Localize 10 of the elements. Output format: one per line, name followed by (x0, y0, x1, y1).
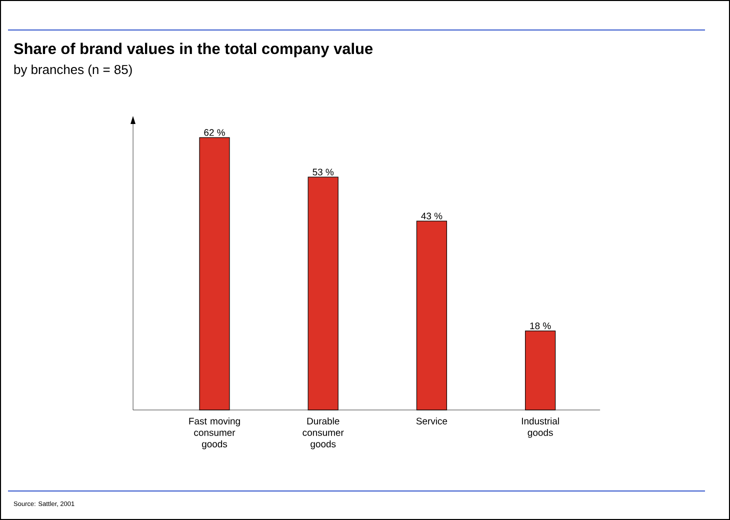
x-tick-label: Fast moving consumer goods (189, 418, 240, 450)
x-tick-label: Durable consumer goods (302, 418, 344, 450)
data-label: 18 % (530, 322, 551, 330)
data-label: 43 % (421, 212, 442, 220)
x-tick-label: Service (416, 418, 448, 424)
data-label: 62 % (204, 129, 225, 136)
chart-title: Share of brand values in the total company value (14, 42, 373, 58)
data-label: 53 % (312, 168, 334, 176)
x-tick-label: Industrial goods (522, 418, 559, 438)
chart-subtitle: by branches (n = 85) (14, 64, 132, 77)
